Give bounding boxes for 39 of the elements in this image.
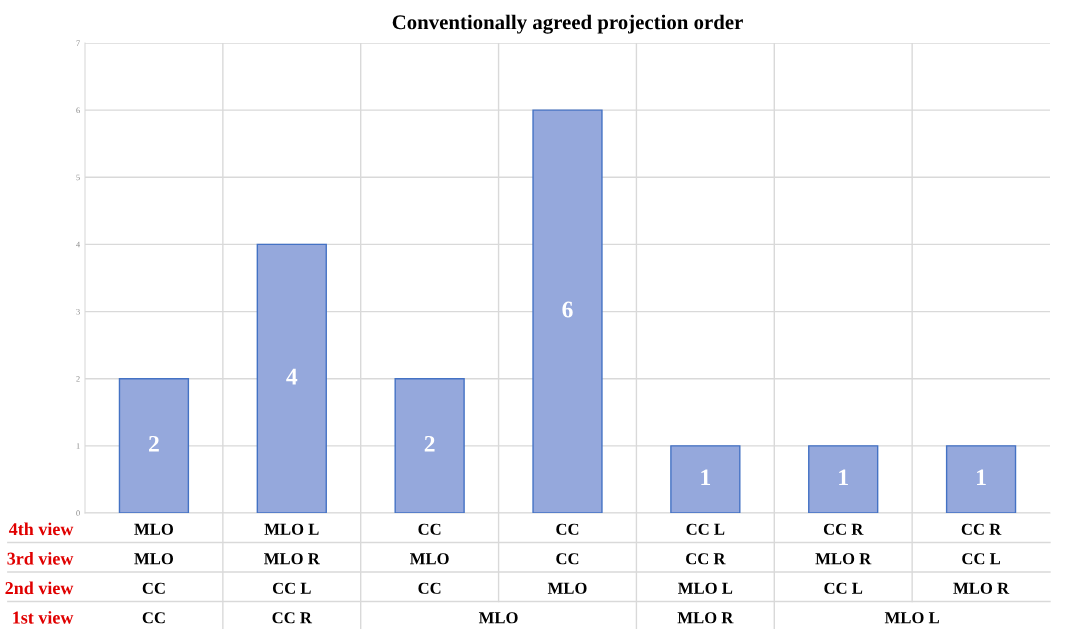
- data-label: 1: [701, 469, 711, 486]
- text: MLO: [478, 612, 518, 624]
- text: 2nd view: [5, 581, 74, 595]
- x-tick-label: CC R CC L MLO R: [953, 523, 1010, 594]
- text: CC R: [272, 612, 313, 624]
- data-label: 4: [286, 368, 298, 385]
- text: 1st view: [13, 611, 74, 624]
- chart-title: Conventionally agreed projection order: [392, 14, 743, 34]
- bar: [118, 378, 190, 513]
- y-tick-label: 4: [76, 241, 81, 248]
- y-tick-label: 5: [76, 174, 80, 181]
- bar: [394, 378, 465, 513]
- x-tick-label: CC CC MLO: [547, 523, 587, 594]
- data-label: 1: [977, 469, 986, 486]
- bar: [808, 445, 879, 513]
- text: MLO L: [884, 612, 939, 624]
- data-label: 2: [149, 435, 159, 452]
- x-tick-label: CC L CC R MLO L: [678, 523, 733, 594]
- y-tick-label: 1: [76, 443, 80, 449]
- bar: [670, 445, 741, 513]
- y-tick-label: 2: [76, 376, 80, 382]
- data-label: 1: [839, 469, 848, 486]
- text: 3rd view: [7, 552, 74, 565]
- data-label: 6: [562, 301, 573, 318]
- text: MLO R: [677, 612, 734, 624]
- data-label: 2: [424, 435, 435, 452]
- y-tick-label: 3: [76, 308, 80, 315]
- bar: [256, 243, 327, 513]
- bar: [945, 445, 1017, 513]
- x-tick-label: CC MLO CC: [410, 523, 449, 594]
- text: 4th view: [8, 522, 74, 536]
- x-tick-label: MLO MLO CC: [134, 523, 174, 594]
- text: CC: [142, 612, 165, 624]
- x-tick-label: CC R MLO R CC L: [815, 523, 872, 594]
- y-tick-label: 7: [76, 40, 80, 46]
- x-tick-label: MLO L MLO R CC L: [264, 523, 320, 594]
- y-tick-label: 6: [76, 107, 80, 114]
- y-tick-label: 0: [76, 510, 80, 516]
- bar: [532, 109, 603, 513]
